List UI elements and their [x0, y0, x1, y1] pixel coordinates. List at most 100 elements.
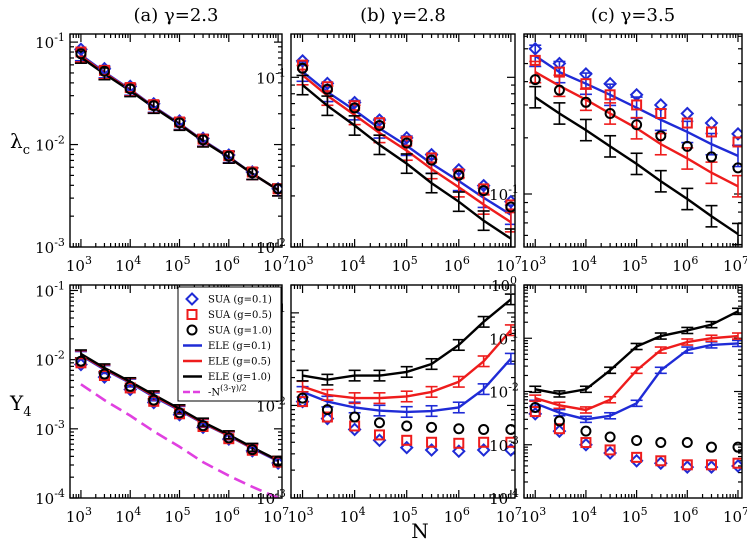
- point-square-c-top-4: [631, 99, 643, 111]
- point-circle-b-top-5: [426, 154, 438, 166]
- point-circle-c-top-7: [705, 151, 717, 163]
- point-square-c-bottom-7: [705, 459, 717, 471]
- x-tick-label-a-bottom-4: 107: [263, 505, 289, 526]
- y-tick-label-a-bottom-3: 10-4: [35, 487, 65, 508]
- point-square-b-bottom-3: [373, 429, 385, 441]
- y-tick-label-a-top-0: 10-1: [35, 31, 65, 52]
- x-tick-label-b-bottom-4: 107: [496, 505, 522, 526]
- x-tick-label-b-top-2: 105: [392, 254, 418, 275]
- point-square-c-top-7: [705, 126, 717, 138]
- point-diamond-c-top-3: [603, 76, 618, 91]
- point-circle-c-bottom-3: [604, 431, 616, 443]
- point-square-c-bottom-0: [529, 406, 541, 418]
- point-circle-b-bottom-5: [426, 421, 438, 433]
- plot-frame-c-top: [523, 33, 743, 248]
- point-square-b-bottom-0: [297, 396, 309, 408]
- panel-c-top: 103 104 105 106 107 10-1 (c) γ=3.5: [489, 5, 747, 275]
- legend-label-5: ELE (g=1.0): [208, 372, 271, 383]
- series-line-ref: [80, 383, 279, 498]
- legend: SUA (g=0.1) SUA (g=0.5) SUA (g=1.0) ELE (g=…: [177, 286, 282, 402]
- y-tick-label-b-bottom-2: 10-3: [256, 487, 286, 508]
- point-square-c-bottom-2: [580, 437, 592, 449]
- legend-diamond-swatch: [185, 292, 199, 306]
- point-square-c-bottom-6: [681, 459, 693, 471]
- point-circle-c-top-0: [529, 74, 541, 86]
- legend-label-4: ELE (g=0.5): [208, 357, 271, 368]
- x-tick-label-c-bottom-2: 105: [622, 505, 648, 526]
- point-diamond-c-top-7: [704, 116, 719, 130]
- x-axis-label: N: [411, 519, 429, 543]
- row-label-y4-main: Y: [9, 391, 24, 415]
- x-tick-label-b-bottom-3: 106: [444, 505, 470, 526]
- legend-label-6: -N(3-γ)/2: [208, 384, 247, 399]
- point-square-c-bottom-5: [655, 455, 667, 467]
- point-circle-a-bottom-6: [223, 432, 235, 444]
- point-circle-c-top-8: [732, 162, 742, 174]
- panel-title-b-top: (b) γ=2.8: [360, 5, 446, 26]
- x-tick-label-b-top-3: 106: [444, 254, 470, 275]
- plot-area-a-top: [74, 42, 282, 197]
- point-circle-b-top-3: [373, 120, 385, 132]
- x-tick-label-b-bottom-2: 105: [392, 505, 418, 526]
- point-square-c-top-6: [681, 117, 693, 129]
- x-tick-label-b-top-4: 107: [496, 254, 522, 275]
- point-circle-c-bottom-8: [732, 441, 742, 453]
- point-diamond-c-top-6: [680, 106, 695, 121]
- panel-a-bottom: 103 104 105 106 107 10-1 10-2 10-3 10-4: [35, 279, 289, 526]
- point-circle-b-bottom-6: [453, 423, 465, 435]
- legend-label-1: SUA (g=0.5): [208, 310, 272, 321]
- point-square-c-bottom-3: [604, 444, 616, 456]
- plot-area-c-top: [528, 41, 742, 246]
- panel-c-bottom: 103 104 105 106 107 100 10-1 10-2 10-3 10-4: [489, 274, 747, 526]
- point-square-c-top-1: [553, 66, 565, 78]
- point-diamond-b-top-0: [295, 53, 310, 68]
- plot-area-b-top: [295, 53, 515, 247]
- row-label-y4-sub: 4: [23, 405, 31, 420]
- point-circle-a-top-7: [246, 167, 258, 179]
- point-diamond-c-top-0: [528, 41, 543, 56]
- point-circle-c-top-6: [681, 140, 693, 152]
- point-diamond-b-bottom-5: [424, 443, 439, 457]
- x-tick-label-a-top-3: 106: [214, 254, 240, 275]
- point-diamond-c-top-1: [552, 56, 567, 71]
- panel-b-bottom: 103 104 105 106 107 10-1 10-2 10-3: [256, 284, 522, 526]
- point-diamond-c-top-5: [653, 98, 668, 112]
- x-tick-label-a-bottom-1: 104: [115, 505, 141, 526]
- point-circle-b-bottom-1: [321, 404, 333, 416]
- point-circle-a-top-5: [197, 134, 209, 146]
- point-circle-a-bottom-3: [148, 394, 160, 406]
- y-tick-label-c-bottom-3: 10-3: [489, 434, 519, 455]
- point-circle-b-bottom-3: [373, 417, 385, 429]
- x-tick-label-b-top-1: 104: [340, 254, 366, 275]
- x-tick-label-a-bottom-0: 103: [66, 505, 92, 526]
- y-tick-label-c-bottom-2: 10-2: [489, 381, 519, 402]
- x-tick-label-a-top-1: 104: [115, 254, 141, 275]
- y-tick-label-b-top-1: 10-2: [256, 236, 286, 257]
- point-square-c-top-3: [604, 89, 616, 101]
- point-square-b-bottom-8: [505, 436, 515, 448]
- x-tick-label-c-top-4: 107: [723, 254, 747, 275]
- point-circle-a-top-1: [98, 65, 110, 77]
- row-label-lambda-main: λ: [10, 129, 23, 153]
- point-circle-b-bottom-2: [349, 411, 361, 423]
- x-tick-label-c-top-2: 105: [622, 254, 648, 275]
- point-circle-a-top-6: [223, 150, 235, 162]
- point-circle-c-top-1: [553, 84, 565, 96]
- x-tick-label-a-top-2: 105: [164, 254, 190, 275]
- x-tick-label-c-bottom-3: 106: [672, 505, 698, 526]
- point-square-b-bottom-4: [401, 434, 413, 446]
- point-circle-b-top-2: [349, 102, 361, 114]
- x-tick-label-b-top-0: 103: [288, 254, 314, 275]
- plot-frame-b-bottom: [290, 284, 516, 499]
- point-circle-a-bottom-1: [98, 368, 110, 380]
- series-line-ele-g-1-0-: [535, 310, 739, 396]
- row-label-lambda: λc: [10, 129, 30, 158]
- y-tick-label-c-bottom-1: 10-1: [489, 327, 519, 348]
- y-tick-label-b-top-0: 10-1: [256, 66, 286, 87]
- x-tick-label-a-top-0: 103: [66, 254, 92, 275]
- legend-circle-swatch: [186, 324, 198, 336]
- point-circle-b-bottom-8: [505, 423, 515, 435]
- y-tick-label-a-bottom-0: 10-1: [35, 279, 65, 300]
- point-square-c-bottom-4: [631, 451, 643, 463]
- point-square-c-top-5: [655, 107, 667, 119]
